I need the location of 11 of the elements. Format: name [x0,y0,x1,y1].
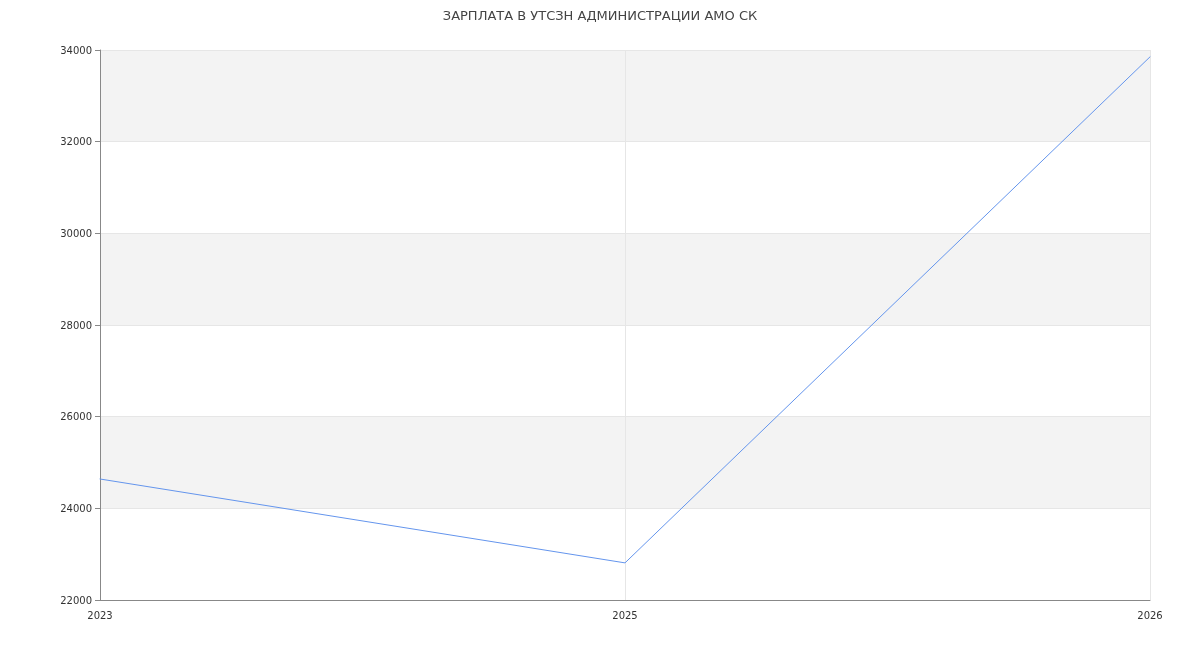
y-tick-label: 34000 [60,44,92,56]
y-tick-label: 24000 [60,502,92,514]
y-tick-label: 26000 [60,411,92,423]
y-tick-label: 30000 [60,227,92,239]
y-tick-label: 32000 [60,136,92,148]
x-tick-label: 2026 [1137,609,1163,621]
chart-title: ЗАРПЛАТА В УТСЗН АДМИНИСТРАЦИИ АМО СК [442,8,758,23]
y-tick-label: 22000 [60,594,92,606]
y-tick-label: 28000 [60,319,92,331]
x-tick-label: 2023 [87,609,113,621]
x-tick-label: 2025 [612,609,638,621]
